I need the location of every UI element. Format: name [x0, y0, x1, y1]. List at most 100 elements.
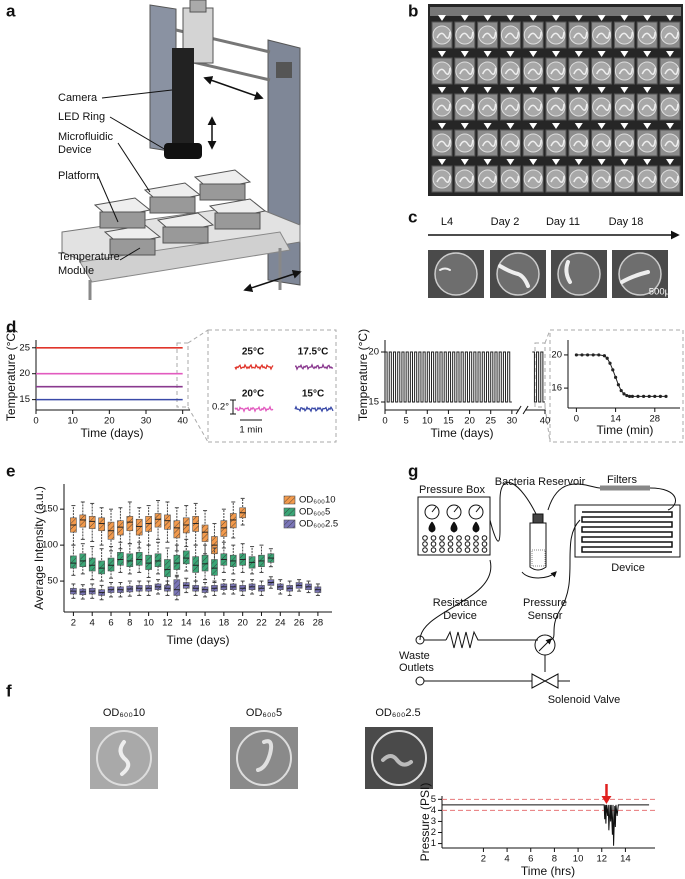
chamber-well	[478, 97, 498, 117]
marker	[620, 159, 629, 165]
instrument-shape	[79, 231, 291, 283]
drop	[472, 521, 480, 533]
worm	[573, 67, 588, 75]
y-tick-label: 100	[42, 540, 58, 551]
label: Day 11	[546, 216, 580, 228]
data-point	[622, 392, 626, 396]
label: Sensor	[528, 610, 563, 622]
x-tick-label: 8	[127, 618, 132, 629]
box	[117, 552, 124, 566]
worm	[550, 175, 565, 183]
box	[79, 514, 87, 528]
marker	[643, 159, 652, 165]
legend-swatch	[283, 495, 296, 505]
x-tick-label: 8	[552, 854, 557, 865]
x-tick-label: 4	[504, 854, 509, 865]
y-tick-label: 20	[368, 347, 379, 358]
box	[164, 514, 171, 530]
label: 1 min	[239, 425, 262, 436]
x-axis-label: Time (days)	[431, 426, 494, 440]
inset-frame-shape	[544, 329, 551, 344]
x-tick-label: 30	[507, 416, 518, 427]
inset-frame-shape	[534, 342, 546, 408]
port	[473, 535, 479, 541]
marker	[552, 15, 560, 21]
legend-swatch	[283, 507, 296, 517]
x-tick-label: 28	[650, 414, 661, 425]
marker	[483, 51, 492, 57]
chamber-well	[660, 169, 680, 189]
worm	[641, 31, 656, 39]
instrument-shape	[164, 143, 202, 159]
worm	[641, 103, 656, 111]
chamber-well	[523, 169, 543, 189]
trace	[295, 363, 334, 371]
marker	[529, 87, 538, 93]
marker	[574, 87, 583, 93]
label: Pressure	[523, 597, 567, 609]
box	[126, 553, 134, 567]
setup-diagram-shape	[547, 519, 581, 641]
chamber-well	[592, 25, 612, 45]
chamber-well	[432, 97, 452, 117]
x-tick-label: 20	[237, 618, 248, 629]
marker	[506, 87, 515, 93]
panel-label: g	[408, 461, 418, 480]
x-tick-label: 14	[181, 618, 192, 629]
marker	[483, 87, 492, 93]
worm	[436, 139, 451, 147]
marker	[643, 123, 652, 129]
port	[430, 547, 437, 553]
box	[135, 552, 143, 566]
box	[154, 553, 162, 567]
chamber-well	[432, 25, 452, 45]
port	[439, 547, 445, 553]
marker	[643, 15, 652, 21]
box	[107, 557, 115, 572]
marker	[460, 159, 469, 165]
worm	[618, 31, 634, 39]
marker	[529, 51, 538, 57]
marker	[620, 123, 629, 129]
chamber-well	[660, 61, 680, 81]
x-tick-label: 5	[403, 416, 408, 427]
worm	[573, 175, 588, 183]
inset-frame-shape	[187, 329, 209, 344]
marker	[552, 159, 560, 165]
data-point	[574, 353, 579, 357]
y-tick-label: 20	[551, 349, 562, 360]
setup-diagram	[415, 481, 681, 689]
port	[422, 541, 428, 547]
marker	[552, 51, 560, 57]
chamber-well	[614, 133, 634, 153]
port	[430, 535, 437, 541]
worm	[527, 67, 542, 75]
box	[220, 520, 228, 537]
worm-images	[90, 727, 433, 789]
well	[557, 252, 601, 296]
x-tick-label: 40	[177, 416, 188, 427]
chamber-well	[569, 97, 589, 117]
y-tick-label: 20	[19, 368, 30, 379]
chamber-well	[500, 61, 520, 81]
box	[173, 520, 181, 539]
instrument-shape	[189, 0, 207, 13]
label: Camera	[58, 92, 98, 104]
worm	[481, 103, 497, 111]
x-tick-label: 0	[382, 416, 387, 427]
chamber-well	[592, 133, 612, 153]
port	[439, 541, 445, 547]
worm	[481, 139, 497, 147]
x-tick-label: 0	[574, 414, 579, 425]
marker	[666, 123, 674, 129]
y-tick-label: 2	[431, 827, 436, 838]
marker	[506, 159, 515, 165]
gauge-needle	[431, 506, 437, 513]
well	[236, 730, 292, 786]
worm	[641, 175, 656, 183]
marker	[597, 15, 606, 21]
setup-diagram-shape	[531, 673, 547, 689]
chamber-well	[592, 61, 612, 81]
box	[98, 560, 105, 575]
marker	[620, 15, 629, 21]
